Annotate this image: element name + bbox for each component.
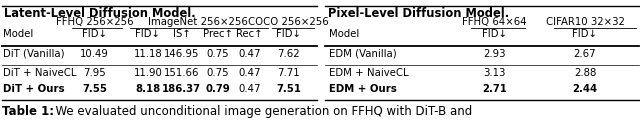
Text: 186.37: 186.37: [163, 84, 201, 94]
Text: 7.95: 7.95: [83, 68, 106, 78]
Text: 151.66: 151.66: [164, 68, 200, 78]
Text: 0.47: 0.47: [238, 84, 261, 94]
Text: Prec↑: Prec↑: [203, 29, 232, 39]
Text: 2.93: 2.93: [483, 49, 506, 59]
Text: 7.71: 7.71: [277, 68, 300, 78]
Text: DiT (Vanilla): DiT (Vanilla): [3, 49, 64, 59]
Text: CIFAR10 32×32: CIFAR10 32×32: [545, 17, 625, 27]
Text: Pixel-Level Diffusion Model.: Pixel-Level Diffusion Model.: [328, 7, 509, 20]
Text: 10.49: 10.49: [80, 49, 109, 59]
Text: COCO 256×256: COCO 256×256: [248, 17, 329, 27]
Text: Table 1:: Table 1:: [2, 105, 54, 118]
Text: FFHQ 256×256: FFHQ 256×256: [56, 17, 134, 27]
Text: 146.95: 146.95: [164, 49, 200, 59]
Text: 8.18: 8.18: [135, 84, 161, 94]
Text: 0.47: 0.47: [238, 49, 261, 59]
Text: 3.13: 3.13: [484, 68, 506, 78]
Text: 11.90: 11.90: [133, 68, 163, 78]
Text: FFHQ 64×64: FFHQ 64×64: [463, 17, 527, 27]
Text: 7.51: 7.51: [276, 84, 301, 94]
Text: FID↓: FID↓: [276, 29, 301, 39]
Text: Latent-Level Diffusion Model.: Latent-Level Diffusion Model.: [4, 7, 196, 20]
Text: FID↓: FID↓: [482, 29, 508, 39]
Text: 11.18: 11.18: [134, 49, 162, 59]
Text: ImageNet 256×256: ImageNet 256×256: [148, 17, 248, 27]
Text: FID↓: FID↓: [82, 29, 108, 39]
Text: DiT + Ours: DiT + Ours: [3, 84, 64, 94]
Text: 7.55: 7.55: [82, 84, 108, 94]
Text: 0.75: 0.75: [206, 49, 229, 59]
Text: 0.75: 0.75: [206, 68, 229, 78]
Text: IS↑: IS↑: [173, 29, 191, 39]
Text: Rec↑: Rec↑: [236, 29, 263, 39]
Text: Model: Model: [3, 29, 33, 39]
Text: 2.44: 2.44: [572, 84, 598, 94]
Text: DiT + NaiveCL: DiT + NaiveCL: [3, 68, 76, 78]
Text: FID↓: FID↓: [135, 29, 161, 39]
Text: EDM + Ours: EDM + Ours: [329, 84, 397, 94]
Text: FID↓: FID↓: [572, 29, 598, 39]
Text: 2.71: 2.71: [483, 84, 507, 94]
Text: EDM + NaiveCL: EDM + NaiveCL: [329, 68, 408, 78]
Text: We evaluated unconditional image generation on FFHQ with DiT-B and: We evaluated unconditional image generat…: [48, 105, 472, 118]
Text: 2.67: 2.67: [573, 49, 596, 59]
Text: Model: Model: [329, 29, 359, 39]
Text: 0.47: 0.47: [238, 68, 261, 78]
Text: 2.88: 2.88: [574, 68, 596, 78]
Text: EDM (Vanilla): EDM (Vanilla): [329, 49, 397, 59]
Text: 7.62: 7.62: [277, 49, 300, 59]
Text: 0.79: 0.79: [205, 84, 230, 94]
